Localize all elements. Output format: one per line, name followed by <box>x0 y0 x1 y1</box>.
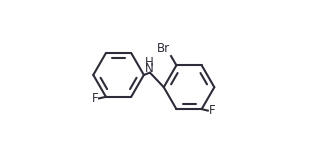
Text: F: F <box>92 92 98 105</box>
Text: H: H <box>144 56 153 69</box>
Text: Br: Br <box>157 42 170 55</box>
Text: N: N <box>144 62 153 75</box>
Text: F: F <box>209 104 215 117</box>
